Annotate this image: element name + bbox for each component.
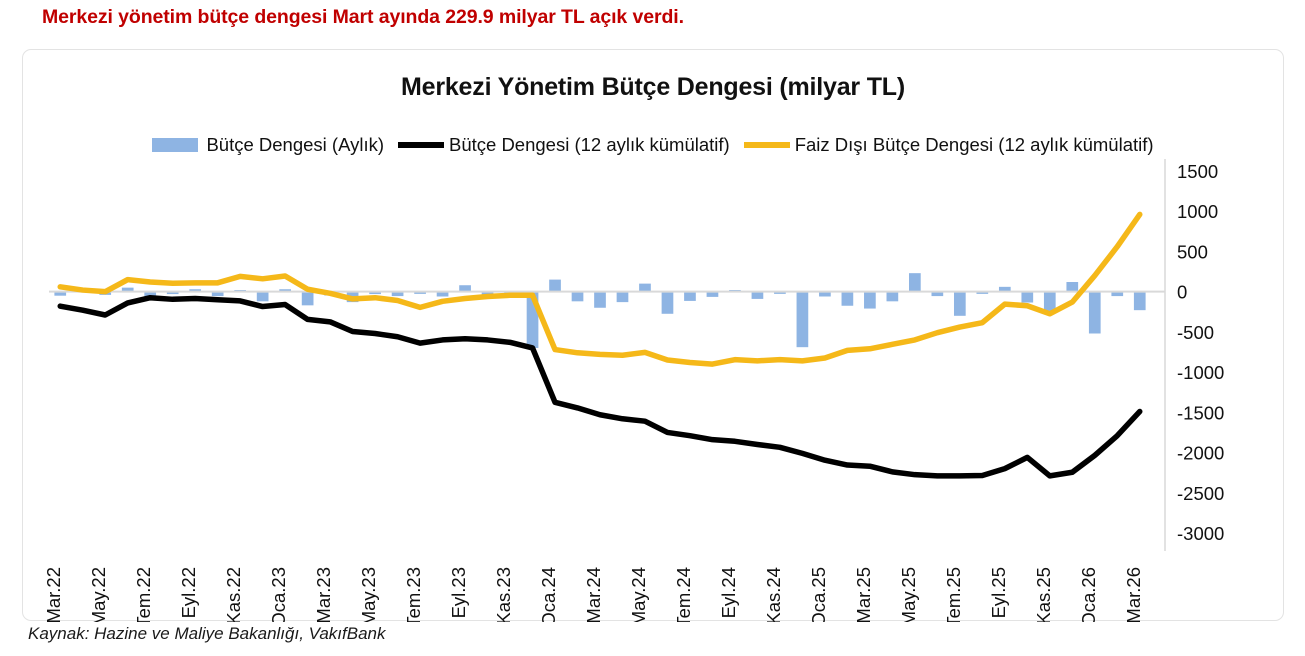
y-axis-tick-label: -1500	[1177, 402, 1224, 423]
chart-bar	[391, 291, 404, 297]
headline-text: Merkezi yönetim bütçe dengesi Mart ayınd…	[42, 6, 684, 28]
legend-item-monthly: Bütçe Dengesi (Aylık)	[152, 134, 384, 156]
x-axis-tick-label: Mar.23	[313, 567, 334, 622]
x-axis-tick-label: Kas.22	[223, 567, 244, 622]
chart-legend: Bütçe Dengesi (Aylık) Bütçe Dengesi (12 …	[23, 134, 1283, 156]
chart-bar	[661, 291, 674, 314]
chart-bar	[751, 291, 764, 299]
legend-label-primary: Faiz Dışı Bütçe Dengesi (12 aylık kümüla…	[794, 134, 1154, 155]
chart-bar	[819, 291, 831, 297]
y-axis-tick-label: 1000	[1177, 201, 1218, 222]
chart-bar	[211, 291, 224, 297]
chart-bar	[121, 287, 134, 292]
x-axis-tick-label: Oca.23	[268, 567, 289, 622]
legend-label-monthly: Bütçe Dengesi (Aylık)	[206, 134, 384, 155]
x-axis-tick-label: May.25	[898, 567, 919, 622]
chart-bar	[571, 291, 584, 302]
y-axis-tick-label: -2000	[1177, 443, 1224, 464]
legend-line-swatch-orange-icon	[743, 142, 790, 148]
x-axis-tick-label: Tem.22	[133, 567, 154, 622]
x-axis-tick-label: Mar.24	[583, 567, 604, 622]
chart-bar	[166, 291, 179, 295]
x-axis-tick-label: Tem.23	[403, 567, 424, 622]
chart-bar	[526, 291, 539, 348]
x-axis-tick-label: Kas.23	[493, 567, 514, 622]
x-axis-tick-label: Eyl.25	[988, 567, 1009, 618]
source-note: Kaynak: Hazine ve Maliye Bakanlığı, Vakı…	[28, 624, 386, 643]
x-axis-tick-label: May.22	[88, 567, 109, 622]
x-axis-tick-label: Eyl.22	[178, 567, 199, 618]
chart-bar	[414, 291, 426, 294]
chart-line-primary	[57, 211, 1143, 367]
legend-line-swatch-black-icon	[398, 142, 444, 148]
legend-label-cumulative: Bütçe Dengesi (12 aylık kümülatif)	[449, 134, 730, 155]
x-axis-tick-label: May.24	[628, 567, 649, 622]
chart-bar	[279, 289, 291, 292]
y-axis-tick-label: 500	[1177, 241, 1208, 262]
chart-bar	[886, 291, 899, 302]
x-axis-tick-label: Eyl.24	[718, 567, 739, 618]
chart-plot: 1500 1000 500 0 -500 -1000 -1500 -2000 -2500 -300…	[43, 159, 1224, 622]
chart-bar	[549, 279, 561, 292]
chart-bar	[841, 291, 854, 306]
x-axis-tick-label: Oca.25	[808, 567, 829, 622]
legend-item-cumulative: Bütçe Dengesi (12 aylık kümülatif)	[398, 134, 730, 156]
chart-bar	[976, 291, 989, 294]
chart-bar	[864, 291, 876, 309]
chart-bar	[1133, 291, 1146, 311]
chart-bar	[369, 291, 381, 295]
chart-bar	[953, 291, 966, 316]
y-axis-tick-label: -3000	[1177, 523, 1224, 544]
chart-bar	[931, 291, 944, 297]
chart-bar	[998, 286, 1011, 292]
chart-line-cumulative	[57, 294, 1143, 479]
chart-title: Merkezi Yönetim Bütçe Dengesi (milyar TL…	[401, 73, 905, 101]
chart-bar	[1066, 282, 1079, 292]
x-axis-tick-label: May.23	[358, 567, 379, 622]
chart-bar	[189, 289, 202, 292]
chart-bar	[594, 291, 606, 308]
chart-bar	[684, 291, 696, 301]
chart-bar	[1021, 291, 1034, 303]
x-axis-tick-label: Kas.24	[763, 567, 784, 622]
x-axis-tick-label: Oca.24	[538, 567, 559, 622]
legend-item-primary: Faiz Dışı Bütçe Dengesi (12 aylık kümüla…	[743, 134, 1154, 156]
chart-bar	[796, 291, 809, 348]
chart-bar	[436, 291, 449, 297]
y-axis-tick-label: 1500	[1177, 161, 1218, 182]
x-axis-tick-label: Mar.25	[853, 567, 874, 622]
x-axis-tick-label: Tem.24	[673, 567, 694, 622]
chart-bar	[706, 291, 719, 297]
chart-bar	[774, 291, 786, 294]
chart-bar	[459, 285, 471, 292]
y-axis-tick-label: -500	[1177, 322, 1214, 343]
chart-bar	[144, 291, 157, 297]
x-axis-tick-label: Kas.25	[1033, 567, 1054, 622]
x-axis-tick-label: Mar.26	[1123, 567, 1144, 622]
chart-bar	[256, 291, 269, 302]
chart-bar	[1111, 291, 1124, 297]
y-axis-tick-label: -2500	[1177, 483, 1224, 504]
chart-bar	[909, 273, 921, 292]
y-axis-tick-label: 0	[1177, 282, 1187, 303]
chart-bar	[54, 291, 67, 296]
x-axis-tick-label: Oca.26	[1078, 567, 1099, 622]
y-axis-tick-label: -1000	[1177, 362, 1224, 383]
chart-bar	[639, 283, 651, 292]
chart-card: Merkezi Yönetim Bütçe Dengesi (milyar TL…	[22, 49, 1284, 622]
legend-bar-swatch-icon	[152, 138, 199, 152]
chart-bar	[616, 291, 629, 303]
chart-bar	[1088, 291, 1101, 334]
chart-bar	[301, 291, 314, 306]
chart-bar	[1043, 291, 1056, 313]
x-axis-tick-label: Eyl.23	[448, 567, 469, 618]
x-axis-tick-label: Tem.25	[943, 567, 964, 622]
x-axis-tick-label: Mar.22	[43, 567, 64, 622]
